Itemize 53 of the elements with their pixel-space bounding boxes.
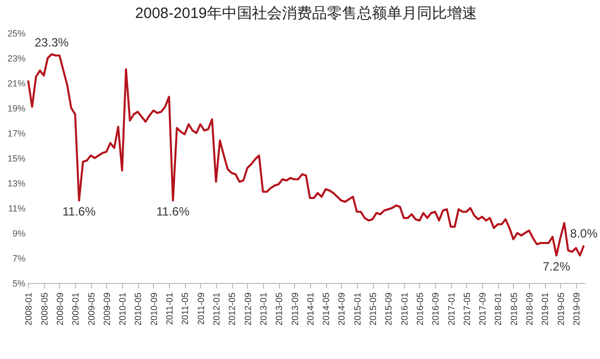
x-tick-label: 2011-09: [196, 292, 206, 325]
x-tick-label: 2008-09: [54, 292, 65, 326]
data-label: 23.3%: [34, 35, 69, 50]
y-tick-label: 17%: [7, 128, 26, 138]
x-tick-label: 2019-09: [572, 292, 582, 326]
x-tick-label: 2014-05: [321, 292, 332, 326]
data-label: 8.0%: [570, 226, 598, 240]
x-tick-label: 2016-05: [414, 292, 425, 326]
x-tick-label: 2017-01: [446, 292, 456, 326]
x-tick-label: 2008-05: [39, 292, 50, 326]
y-tick-label: 15%: [7, 154, 26, 164]
x-tick-label: 2017-09: [478, 292, 488, 326]
x-tick-label: 2016-09: [430, 292, 441, 326]
x-tick-label: 2014-01: [305, 292, 316, 326]
x-tick-label: 2014-09: [336, 292, 347, 326]
x-tick-label: 2018-01: [493, 292, 504, 326]
x-tick-label: 2015-09: [384, 292, 394, 326]
x-tick-label: 2017-05: [462, 292, 472, 326]
chart-title: 2008-2019年中国社会消费品零售总额单月同比增速: [135, 5, 477, 22]
x-tick-label: 2010-05: [133, 292, 144, 326]
x-tick-label: 2013-01: [258, 292, 268, 326]
x-tick-label: 2009-09: [102, 292, 112, 326]
y-tick-label: 21%: [7, 78, 26, 88]
x-tick-label: 2009-01: [70, 292, 81, 326]
y-tick-label: 13%: [7, 178, 26, 188]
y-tick-label: 25%: [7, 28, 26, 38]
x-tick-label: 2008-01: [24, 292, 34, 326]
data-label: 11.6%: [62, 204, 96, 218]
y-tick-label: 11%: [8, 204, 26, 214]
x-tick-label: 2015-01: [352, 292, 362, 326]
y-tick-label: 7%: [12, 254, 26, 264]
x-tick-label: 2012-05: [227, 292, 238, 326]
x-tick-label: 2009-05: [86, 292, 96, 326]
x-tick-label: 2011-05: [180, 292, 190, 325]
x-tick-label: 2012-09: [242, 292, 253, 326]
data-label: 11.6%: [156, 204, 190, 218]
x-tick-label: 2010-09: [148, 292, 159, 326]
x-tick-label: 2019-01: [540, 292, 550, 326]
y-tick-label: 5%: [12, 278, 26, 288]
x-tick-label: 2013-05: [274, 292, 284, 326]
x-tick-label: 2011-01: [164, 292, 175, 325]
x-tick-label: 2010-01: [118, 292, 128, 326]
y-tick-label: 23%: [7, 54, 26, 64]
y-tick-label: 9%: [12, 228, 26, 238]
x-tick-label: 2013-09: [290, 292, 300, 326]
y-tick-label: 19%: [7, 104, 26, 114]
x-tick-label: 2018-05: [508, 292, 519, 326]
x-tick-label: 2016-01: [399, 292, 410, 326]
x-tick-label: 2015-05: [368, 292, 378, 326]
data-label: 7.2%: [542, 260, 570, 274]
x-tick-label: 2012-01: [212, 292, 222, 326]
x-tick-label: 2019-05: [556, 292, 566, 326]
x-tick-label: 2018-09: [524, 292, 535, 326]
